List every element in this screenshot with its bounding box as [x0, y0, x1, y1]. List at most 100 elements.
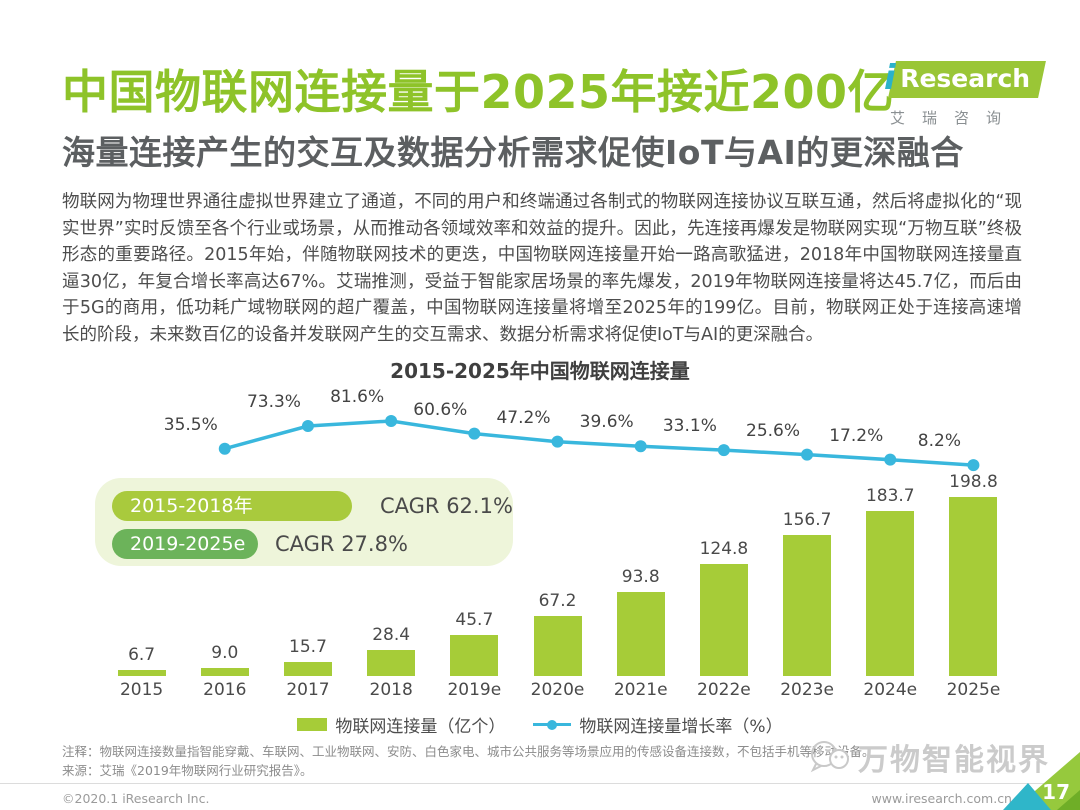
footnote-source: 来源：艾瑞《2019年物联网行业研究报告》。 [62, 763, 313, 778]
cagr-annotation-badge: 2015-2018年 CAGR 62.1% 2019-2025e CAGR 27… [95, 478, 513, 566]
growth-rate-label: 60.6% [413, 399, 468, 420]
bar-value-label: 198.8 [949, 472, 998, 492]
bar-value-label: 15.7 [289, 637, 327, 657]
watermark-text: 万物智能视界 [858, 743, 1050, 778]
line-marker [884, 453, 897, 466]
page-number: 17 [1042, 780, 1070, 804]
x-axis-tick-label: 2015 [119, 680, 164, 700]
bar [866, 511, 915, 676]
line-marker [551, 435, 564, 448]
watermark: 万物智能视界 [808, 735, 1050, 779]
chart-column: 93.8 [599, 385, 682, 676]
line-marker [801, 448, 814, 461]
iot-connections-chart: 6.7 9.0 15.7 28.4 45.7 67.2 93.8 124.8 156.7 183.… [100, 385, 1015, 707]
bar-value-label: 45.7 [455, 610, 494, 630]
chart-column: 6.7 [100, 385, 183, 676]
chart-plot-area: 6.7 9.0 15.7 28.4 45.7 67.2 93.8 124.8 156.7 183.… [100, 385, 1015, 676]
line-marker [634, 440, 647, 453]
x-axis-labels: 2015 2016 2017 2018 2019e 2020e 2021e 2022e 2023… [100, 680, 1015, 700]
x-axis-tick-label: 2017 [286, 680, 330, 700]
legend-label-line: 物联网连接量增长率（%） [579, 717, 783, 737]
footer-copyright: ©2020.1 iResearch Inc. [62, 791, 210, 806]
legend-entry-bars: 物联网连接量（亿个） [297, 712, 505, 737]
bar [367, 650, 416, 676]
chart-column: 45.7 [433, 385, 516, 676]
bar-value-label: 156.7 [782, 510, 832, 530]
cagr-value-2: CAGR 27.8% [275, 532, 408, 556]
bar-value-label: 9.0 [211, 643, 239, 663]
x-axis-tick-label: 2023e [780, 680, 834, 700]
bar [117, 670, 166, 676]
footnotes: 注释：物联网连接数量指智能穿戴、车联网、工业物联网、安防、白色家电、城市公共服务… [62, 742, 942, 780]
chart-column: 9.0 [183, 385, 266, 676]
line-marker [967, 459, 980, 472]
bar [200, 668, 249, 676]
logo-wordmark: Research [899, 64, 1030, 93]
x-axis-tick-label: 2022e [697, 680, 751, 700]
intro-paragraph: 物联网为物理世界通往虚拟世界建立了通道，不同的用户和终端通过各制式的物联网连接协… [62, 192, 1022, 345]
footer-divider [0, 783, 1080, 784]
logo-parallelogram: Research [887, 61, 1046, 98]
growth-rate-label: 81.6% [330, 387, 385, 408]
chart-column: 15.7 [266, 385, 349, 676]
line-marker [468, 427, 481, 440]
bar-swatch-icon [297, 718, 328, 731]
bar [533, 616, 582, 676]
chart-title: 2015-2025年中国物联网连接量 [390, 359, 690, 383]
chart-column: 124.8 [682, 385, 765, 676]
logo-i-mark: i [884, 58, 896, 98]
x-axis-tick-label: 2024e [863, 680, 918, 700]
bar [283, 662, 332, 676]
footnote-note: 注释：物联网连接数量指智能穿戴、车联网、工业物联网、安防、白色家电、城市公共服务… [62, 744, 875, 759]
bar-value-label: 67.2 [538, 591, 577, 611]
bar [450, 635, 499, 676]
x-axis-tick-label: 2025e [946, 680, 1001, 700]
growth-rate-label: 17.2% [829, 425, 884, 446]
line-marker [385, 415, 398, 428]
legend-label-bars: 物联网连接量（亿个） [335, 717, 506, 737]
growth-rate-label: 8.2% [917, 431, 962, 452]
chart-column: 156.7 [766, 385, 849, 676]
chart-legend: 物联网连接量（亿个） 物联网连接量增长率（%） [0, 712, 1080, 737]
chart-column: 28.4 [350, 385, 433, 676]
chat-bubbles-icon [810, 741, 849, 773]
bar [616, 592, 665, 676]
growth-rate-label: 33.1% [662, 416, 717, 437]
bar-value-label: 6.7 [128, 645, 156, 665]
growth-rate-line [218, 415, 980, 472]
corner-decoration [1003, 752, 1080, 810]
line-marker [218, 442, 231, 455]
x-axis-tick-label: 2021e [613, 680, 668, 700]
growth-rate-label: 47.2% [496, 407, 551, 428]
line-marker [717, 444, 730, 457]
x-axis-tick-label: 2019e [447, 680, 502, 700]
bar-value-label: 124.8 [699, 539, 749, 559]
bar-value-label: 183.7 [865, 486, 915, 506]
footer-website: www.iresearch.com.cn [871, 791, 1013, 806]
page-title: 中国物联网连接量于2025年接近200亿 [62, 65, 895, 119]
bar [949, 497, 998, 676]
chart-column: 183.7 [849, 385, 932, 676]
bar-value-label: 93.8 [621, 567, 660, 587]
chart-column: 198.8 [932, 385, 1015, 676]
chart-column: 67.2 [516, 385, 599, 676]
cagr-period-pill-1: 2015-2018年 [112, 491, 352, 521]
bar [699, 564, 748, 676]
line-marker [301, 420, 314, 433]
line-swatch-icon [533, 718, 572, 731]
growth-rate-label: 25.6% [746, 420, 801, 441]
bar [783, 535, 832, 676]
legend-entry-line: 物联网连接量增长率（%） [533, 712, 783, 737]
growth-rate-label: 73.3% [246, 392, 301, 413]
iresearch-logo: i Research 艾瑞咨询 [884, 58, 1046, 128]
page-subtitle: 海量连接产生的交互及数据分析需求促使IoT与AI的更深融合 [62, 133, 964, 172]
logo-chinese-name: 艾瑞咨询 [890, 109, 1019, 127]
cagr-period-pill-2: 2019-2025e [112, 529, 258, 559]
x-axis-tick-label: 2018 [369, 680, 413, 700]
x-axis-tick-label: 2016 [203, 680, 247, 700]
cagr-value-1: CAGR 62.1% [380, 494, 513, 518]
growth-rate-label: 35.5% [163, 414, 218, 435]
growth-rate-label: 39.6% [579, 412, 634, 433]
bar-value-label: 28.4 [372, 625, 411, 645]
